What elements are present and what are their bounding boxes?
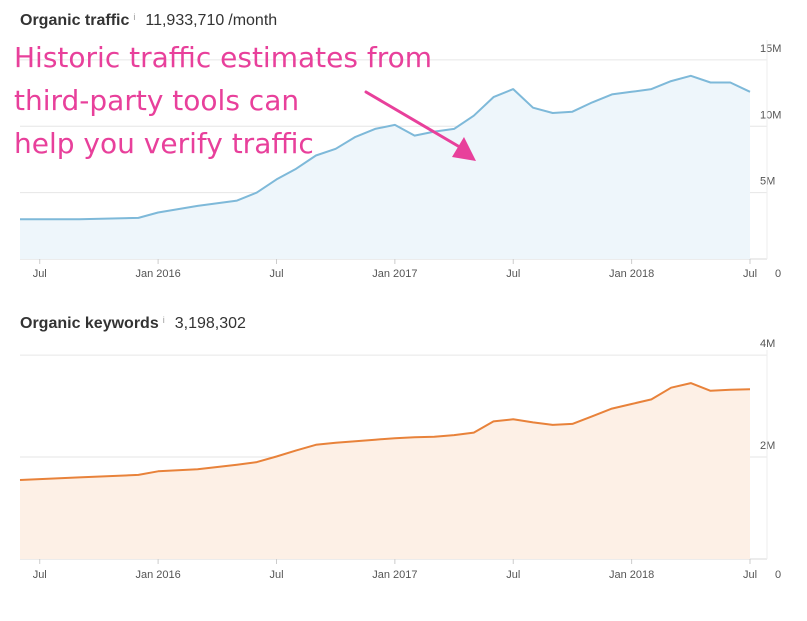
info-icon[interactable]: i <box>162 315 165 325</box>
info-icon[interactable]: i <box>133 12 136 22</box>
keywords-header: Organic keywords i 3,198,302 <box>20 315 246 333</box>
series-area <box>20 383 750 559</box>
y-tick-label: 2M <box>760 440 775 452</box>
x-tick-label: Jul <box>743 268 757 280</box>
x-tick-label: Jan 2017 <box>372 569 417 581</box>
y-tick-label: 4M <box>760 338 775 350</box>
traffic-header: Organic traffic i 11,933,710 /month <box>20 12 277 30</box>
x-tick-label: Jan 2016 <box>135 268 180 280</box>
x-tick-label: Jul <box>33 268 47 280</box>
x-tick-label: Jul <box>269 569 283 581</box>
x-tick-label: Jan 2018 <box>609 268 654 280</box>
keywords-value: 3,198,302 <box>174 315 246 332</box>
y-tick-label: 0 <box>775 569 781 581</box>
traffic-chart: 5M 10M 15M Jul Jan 2016 Jul Jan 2017 Jul Jan 201… <box>20 40 781 280</box>
x-tick-label: Jul <box>506 569 520 581</box>
keywords-chart: 2M 4M Jul Jan 2016 Jul Jan 2017 Jul Jan 2018 Jul… <box>19 338 781 581</box>
x-tick-label: Jul <box>33 569 47 581</box>
y-tick-label: 0 <box>775 268 781 280</box>
y-tick-label: 10M <box>760 109 781 121</box>
series-line <box>19 382 751 481</box>
traffic-value: 11,933,710 <box>145 12 225 29</box>
annotation-line: help you verify traffic <box>14 127 314 160</box>
traffic-label: Organic traffic <box>20 12 130 29</box>
traffic-unit: /month <box>228 12 278 29</box>
annotation-line: Historic traffic estimates from <box>14 41 432 74</box>
x-tick-label: Jul <box>743 569 757 581</box>
y-tick-label: 15M <box>760 43 781 55</box>
x-tick-label: Jul <box>506 268 520 280</box>
x-tick-label: Jan 2016 <box>135 569 180 581</box>
annotation-text: Historic traffic estimates from third-pa… <box>14 36 432 165</box>
keywords-label: Organic keywords <box>20 315 159 332</box>
y-tick-label: 5M <box>760 176 775 188</box>
x-tick-label: Jul <box>269 268 283 280</box>
x-tick-label: Jan 2018 <box>609 569 654 581</box>
series-area <box>20 75 750 259</box>
x-tick-label: Jan 2017 <box>372 268 417 280</box>
annotation-line: third-party tools can <box>14 84 300 117</box>
